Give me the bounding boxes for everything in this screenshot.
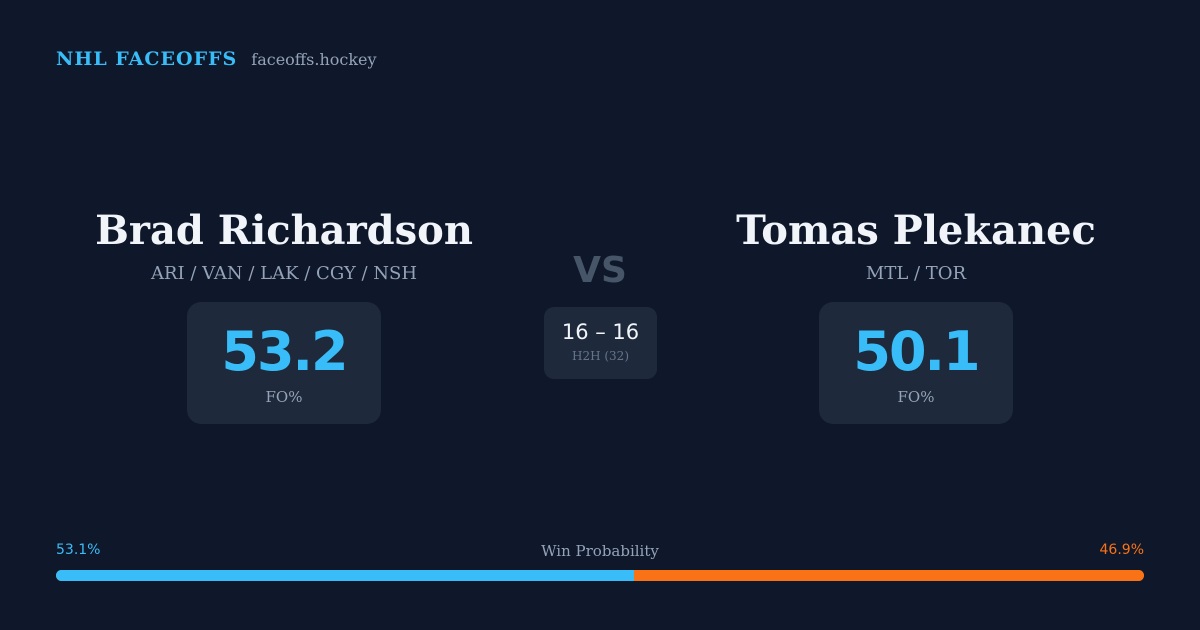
vs-label: VS bbox=[573, 250, 627, 291]
player-right: Tomas Plekanec MTL / TOR 50.1 FO% bbox=[656, 205, 1176, 424]
win-probability-bar bbox=[56, 570, 1144, 581]
win-probability-left-value: 53.1% bbox=[56, 542, 101, 558]
player-right-stat-card: 50.1 FO% bbox=[819, 302, 1013, 424]
player-left: Brad Richardson ARI / VAN / LAK / CGY / … bbox=[24, 205, 544, 424]
player-left-teams: ARI / VAN / LAK / CGY / NSH bbox=[150, 263, 418, 284]
win-probability-bar-left bbox=[56, 570, 634, 581]
h2h-card: 16 – 16 H2H (32) bbox=[544, 307, 657, 379]
player-right-name: Tomas Plekanec bbox=[736, 207, 1096, 254]
h2h-label: H2H (32) bbox=[571, 349, 629, 363]
win-probability-bar-right bbox=[633, 570, 1144, 581]
player-right-fo-label: FO% bbox=[897, 388, 935, 406]
player-left-stat-card: 53.2 FO% bbox=[187, 302, 381, 424]
player-right-fo-value: 50.1 bbox=[853, 320, 980, 383]
player-left-fo-label: FO% bbox=[265, 388, 303, 406]
win-probability-title: Win Probability bbox=[541, 542, 659, 560]
brand-name: NHL FACEOFFS bbox=[56, 48, 238, 70]
player-left-fo-value: 53.2 bbox=[221, 320, 348, 383]
player-right-teams: MTL / TOR bbox=[865, 263, 967, 284]
win-probability: 53.1% 46.9% Win Probability bbox=[56, 542, 1144, 581]
brand-header: NHL FACEOFFS faceoffs.hockey bbox=[56, 48, 377, 70]
player-left-name: Brad Richardson bbox=[95, 207, 473, 254]
win-probability-right-value: 46.9% bbox=[1099, 542, 1144, 558]
brand-site: faceoffs.hockey bbox=[251, 50, 377, 69]
h2h-record: 16 – 16 bbox=[561, 320, 640, 344]
